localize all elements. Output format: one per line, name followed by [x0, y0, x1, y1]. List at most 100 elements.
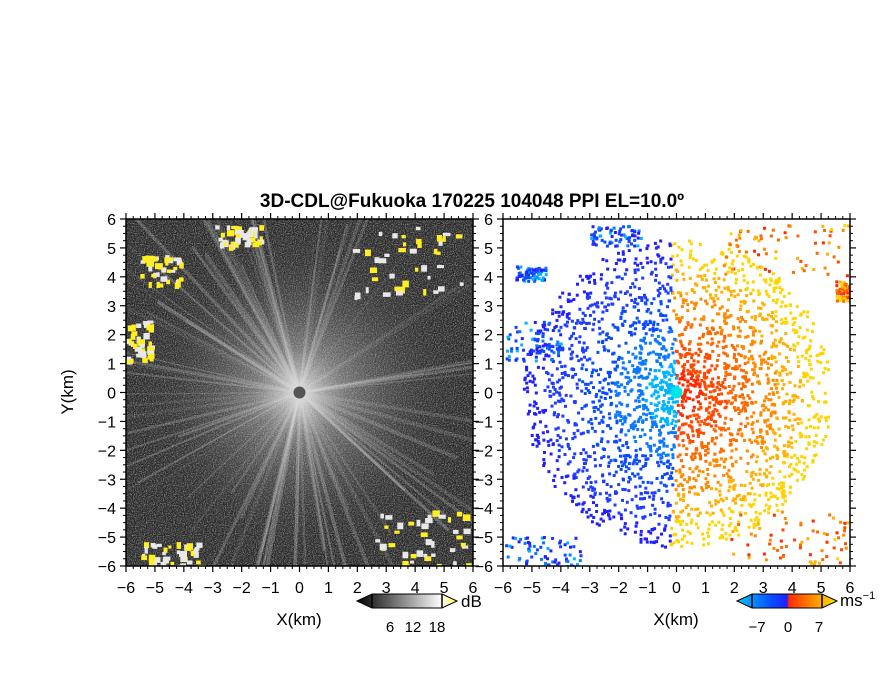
velocity-cell	[732, 356, 736, 360]
velocity-cell	[747, 378, 751, 382]
velocity-cell	[723, 378, 727, 381]
velocity-cell	[655, 449, 658, 453]
velocity-cell	[561, 414, 565, 418]
velocity-cell	[783, 475, 787, 479]
velocity-cell	[691, 429, 695, 433]
velocity-cell	[620, 383, 624, 387]
snr-beam-rays	[126, 219, 473, 566]
velocity-cell	[719, 330, 723, 334]
velocity-cell	[657, 341, 661, 345]
velocity-cell	[662, 437, 666, 441]
velocity-cell	[628, 455, 632, 459]
velocity-cell	[734, 359, 738, 363]
velocity-cell	[671, 254, 675, 258]
velocity-cell	[733, 353, 736, 357]
velocity-cell	[670, 330, 674, 333]
x-tick-label: −1	[638, 580, 656, 597]
velocity-cell	[608, 241, 612, 245]
velocity-cell	[771, 378, 775, 382]
strong-return-cell	[436, 265, 445, 269]
velocity-cell	[730, 270, 734, 274]
velocity-cell	[782, 294, 786, 298]
strong-return-cell	[442, 236, 446, 242]
velocity-cell	[508, 333, 512, 337]
velocity-cell	[528, 403, 532, 407]
velocity-cell	[663, 287, 666, 291]
velocity-cell	[727, 479, 731, 483]
velocity-cell	[582, 448, 586, 452]
strong-return-cell	[137, 339, 146, 346]
x-tick-label: −3	[581, 580, 599, 597]
velocity-cell	[785, 455, 789, 459]
velocity-cell	[698, 243, 702, 246]
velocity-cell	[809, 367, 813, 371]
velocity-cell	[636, 428, 640, 431]
velocity-cell	[718, 388, 722, 392]
velocity-cell	[778, 470, 782, 474]
velocity-cell	[773, 338, 777, 342]
velocity-cell	[696, 493, 700, 496]
velocity-cell	[846, 294, 850, 298]
velocity-cell	[758, 435, 762, 438]
velocity-cell	[659, 258, 663, 262]
velocity-cell	[800, 354, 804, 358]
strong-return-cell	[397, 522, 404, 530]
velocity-cell	[688, 348, 692, 352]
velocity-cell	[753, 534, 757, 538]
velocity-cell	[781, 387, 785, 391]
velocity-cell	[563, 543, 567, 547]
velocity-cell	[721, 511, 725, 515]
velocity-cell	[699, 342, 703, 346]
velocity-cell	[536, 365, 540, 369]
velocity-cell	[531, 337, 535, 341]
velocity-cell	[821, 224, 825, 228]
velocity-cell	[541, 276, 545, 280]
velocity-cell	[759, 362, 763, 366]
velocity-cell	[641, 276, 645, 280]
velocity-cell	[548, 321, 552, 325]
velocity-cell	[704, 482, 708, 486]
velocity-cell	[642, 339, 645, 343]
velocity-cell	[599, 367, 603, 371]
velocity-cell	[731, 530, 735, 534]
strong-return-cell	[147, 353, 155, 359]
y-tick-label: −6	[98, 559, 116, 576]
velocity-cell	[669, 474, 673, 478]
velocity-cell	[759, 234, 763, 238]
velocity-cell	[542, 458, 546, 462]
velocity-cell	[768, 505, 772, 509]
velocity-cell	[782, 496, 786, 500]
velocity-cell	[661, 399, 665, 403]
velocity-cell	[668, 326, 672, 330]
velocity-cell	[623, 272, 627, 276]
beam-ray	[254, 247, 302, 395]
velocity-cell	[775, 390, 779, 394]
velocity-cell	[609, 297, 613, 301]
velocity-cell	[617, 464, 621, 468]
velocity-cell	[556, 340, 560, 344]
velocity-cell	[776, 448, 780, 452]
velocity-cell	[649, 436, 653, 440]
velocity-cell	[789, 436, 793, 440]
velocity-cell	[828, 234, 832, 238]
beam-ray	[297, 390, 435, 476]
velocity-cell	[758, 467, 762, 471]
velocity-cell	[796, 422, 800, 426]
velocity-cell	[547, 345, 551, 349]
velocity-cell	[753, 315, 757, 318]
velocity-cell	[585, 468, 589, 472]
velocity-cell	[839, 289, 843, 293]
velocity-cell	[616, 380, 620, 384]
velocity-cell	[714, 396, 718, 400]
velocity-cell	[772, 341, 775, 345]
strong-return-cell	[156, 272, 160, 277]
velocity-cell	[621, 422, 625, 426]
beam-ray	[126, 279, 301, 394]
y-tick-label: 0	[484, 386, 493, 403]
velocity-cell	[554, 427, 558, 431]
velocity-cell	[619, 290, 623, 294]
strong-return-cell	[193, 552, 199, 558]
velocity-cell	[738, 329, 742, 333]
velocity-cell	[534, 355, 538, 359]
velocity-cell	[675, 317, 679, 321]
